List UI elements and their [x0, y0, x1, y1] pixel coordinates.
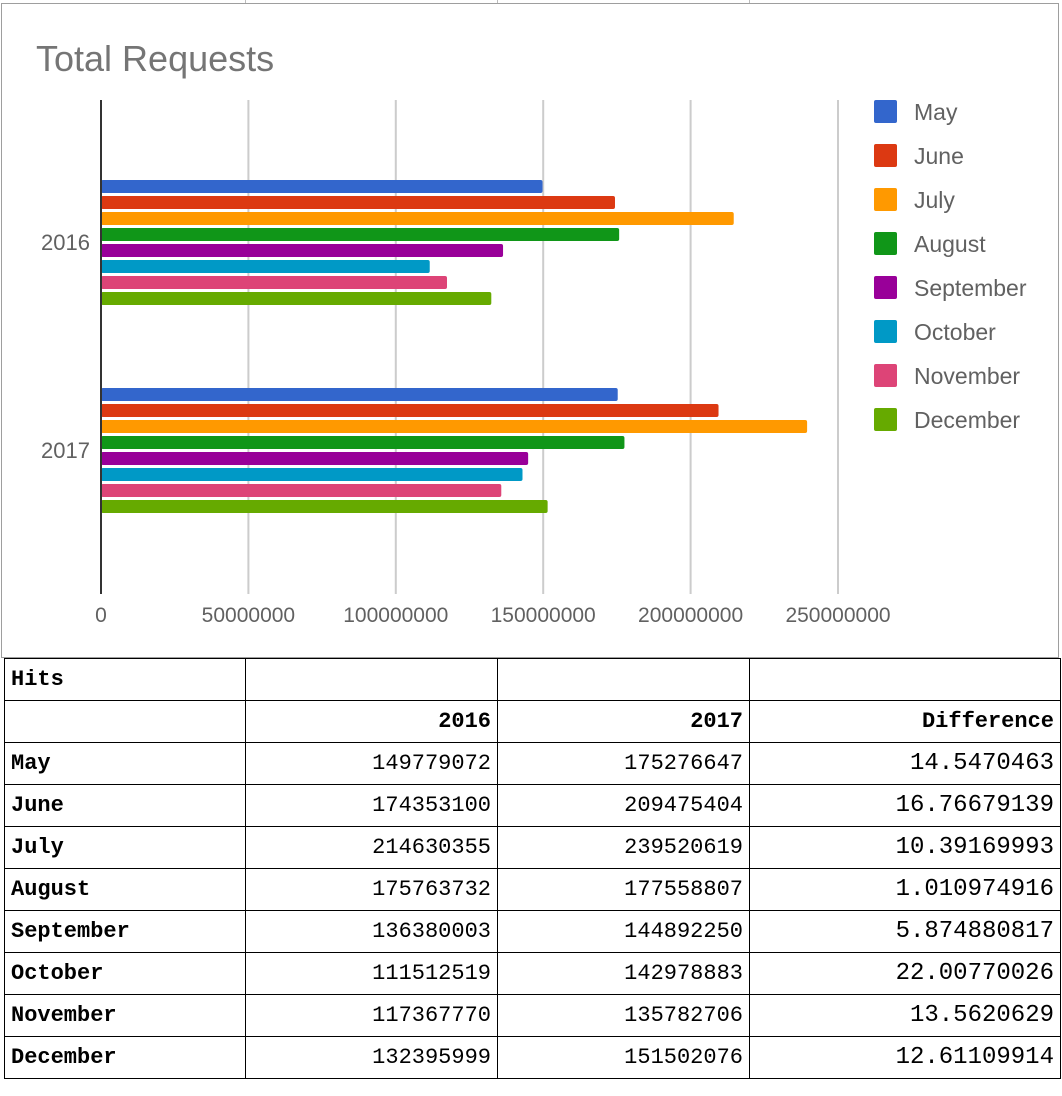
bar-july-2016: [101, 212, 734, 225]
bar-december-2016: [101, 292, 492, 305]
table-cell: 14.5470463: [749, 742, 1061, 785]
table-cell: 214630355: [245, 826, 498, 869]
legend-swatch: [874, 320, 897, 343]
table-cell: Hits: [4, 658, 246, 701]
bar-may-2016: [101, 180, 543, 193]
bar-july-2017: [101, 420, 808, 433]
grid-stub: [497, 0, 498, 4]
legend-label: August: [914, 231, 986, 257]
legend-swatch: [874, 232, 897, 255]
bar-november-2017: [101, 484, 502, 497]
legend-swatch: [874, 364, 897, 387]
legend-label: September: [914, 275, 1027, 301]
y-category-label: 2017: [41, 438, 90, 463]
bar-june-2016: [101, 196, 615, 209]
chart-title: Total Requests: [36, 38, 275, 79]
legend-label: December: [914, 407, 1020, 433]
bar-june-2017: [101, 404, 719, 417]
table-header-row: 2016 2017 Difference: [4, 700, 1061, 743]
table-cell: [749, 658, 1061, 701]
legend-label: November: [914, 363, 1020, 389]
bar-september-2016: [101, 244, 504, 257]
legend-swatch: [874, 144, 897, 167]
table-cell: August: [4, 868, 246, 911]
legend-label: May: [914, 99, 958, 125]
table-cell: 132395999: [245, 1036, 498, 1079]
table-cell: October: [4, 952, 246, 995]
x-tick-label: 200000000: [638, 604, 743, 627]
grid-stub: [749, 0, 750, 4]
table-row: December 132395999 151502076 12.61109914: [4, 1036, 1061, 1079]
table-row: November 117367770 135782706 13.5620629: [4, 994, 1061, 1037]
table-cell: 239520619: [497, 826, 750, 869]
bar-september-2017: [101, 452, 529, 465]
x-tick-label: 150000000: [491, 604, 596, 627]
table-cell: 177558807: [497, 868, 750, 911]
grid-stub: [245, 0, 246, 4]
table-cell: 151502076: [497, 1036, 750, 1079]
legend-label: June: [914, 143, 964, 169]
hits-table: Hits 2016 2017 Difference May 149779072 175276…: [4, 658, 1061, 1079]
table-row: August 175763732 177558807 1.010974916: [4, 868, 1061, 911]
table-cell: 1.010974916: [749, 868, 1061, 911]
table-cell: 111512519: [245, 952, 498, 995]
table-cell: [245, 658, 498, 701]
bar-august-2016: [101, 228, 620, 241]
table-cell: Difference: [749, 700, 1061, 743]
x-tick-label: 50000000: [202, 604, 295, 627]
y-category-label: 2016: [41, 230, 90, 255]
table-cell: 136380003: [245, 910, 498, 953]
table-cell: June: [4, 784, 246, 827]
bar-november-2016: [101, 276, 448, 289]
table-cell: 13.5620629: [749, 994, 1061, 1037]
table-cell: July: [4, 826, 246, 869]
table-cell: 149779072: [245, 742, 498, 785]
table-title-row: Hits: [4, 658, 1061, 701]
table-cell: 12.61109914: [749, 1036, 1061, 1079]
table-cell: 16.76679139: [749, 784, 1061, 827]
bar-chart: 0 50000000 100000000 150000000 200000000 2500…: [41, 99, 1027, 627]
table-cell: 2016: [245, 700, 498, 743]
x-tick-label: 100000000: [343, 604, 448, 627]
legend-label: July: [914, 187, 955, 213]
table-cell: 175763732: [245, 868, 498, 911]
table-cell: 174353100: [245, 784, 498, 827]
table-cell: 22.00770026: [749, 952, 1061, 995]
table-cell: September: [4, 910, 246, 953]
chart-card: Total Requests 0 50000000 100000000 1500000…: [1, 3, 1059, 658]
table-cell: November: [4, 994, 246, 1037]
bar-october-2016: [101, 260, 430, 273]
table-row: October 111512519 142978883 22.00770026: [4, 952, 1061, 995]
table-row: July 214630355 239520619 10.39169993: [4, 826, 1061, 869]
table-row: May 149779072 175276647 14.5470463: [4, 742, 1061, 785]
legend-swatch: [874, 100, 897, 123]
bar-december-2017: [101, 500, 548, 513]
legend-swatch: [874, 188, 897, 211]
legend-label: October: [914, 319, 996, 345]
table-cell: 144892250: [497, 910, 750, 953]
table-row: June 174353100 209475404 16.76679139: [4, 784, 1061, 827]
x-tick-label: 250000000: [785, 604, 890, 627]
table-cell: 135782706: [497, 994, 750, 1037]
table-cell: [497, 658, 750, 701]
table-row: September 136380003 144892250 5.874880817: [4, 910, 1061, 953]
bar-october-2017: [101, 468, 523, 481]
legend-swatch: [874, 408, 897, 431]
bar-august-2017: [101, 436, 625, 449]
table-cell: [4, 700, 246, 743]
table-cell: May: [4, 742, 246, 785]
table-cell: 5.874880817: [749, 910, 1061, 953]
bar-may-2017: [101, 388, 618, 401]
legend-swatch: [874, 276, 897, 299]
table-cell: December: [4, 1036, 246, 1079]
table-cell: 209475404: [497, 784, 750, 827]
table-cell: 142978883: [497, 952, 750, 995]
table-cell: 175276647: [497, 742, 750, 785]
table-cell: 117367770: [245, 994, 498, 1037]
table-cell: 10.39169993: [749, 826, 1061, 869]
table-cell: 2017: [497, 700, 750, 743]
x-tick-label: 0: [95, 604, 107, 627]
